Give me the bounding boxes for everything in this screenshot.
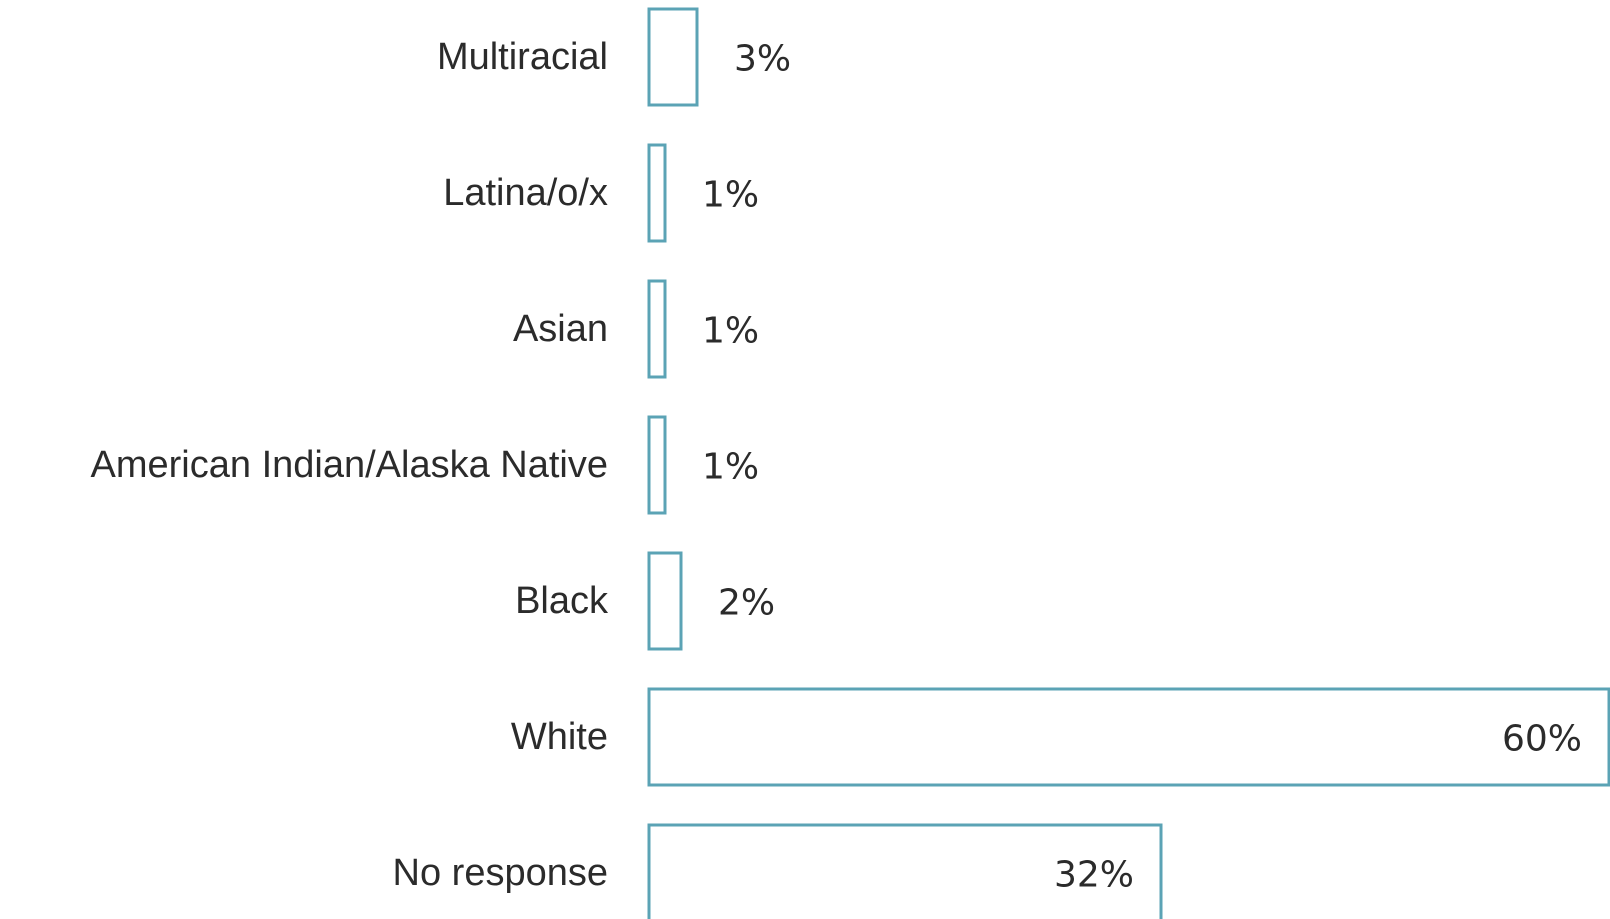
category-label: White — [511, 716, 608, 758]
value-label: 32% — [1054, 855, 1134, 896]
category-label: Multiracial — [437, 36, 608, 78]
bar — [647, 279, 667, 379]
category-label: American Indian/Alaska Native — [91, 444, 608, 486]
bar — [647, 551, 683, 651]
value-label: 3% — [734, 39, 791, 80]
category-label: Latina/o/x — [443, 172, 608, 214]
category-label: Asian — [513, 308, 608, 350]
value-label: 1% — [702, 447, 759, 488]
bar — [647, 823, 1163, 919]
bar — [647, 143, 667, 243]
bars-group: Multiracial 3% Latina/o/x 1% Asian 1% American… — [91, 7, 1610, 919]
value-label: 1% — [702, 175, 759, 216]
bar — [647, 415, 667, 515]
category-label: No response — [393, 852, 608, 894]
bar — [647, 687, 1610, 787]
bar — [647, 7, 699, 107]
value-label: 60% — [1502, 719, 1582, 760]
category-label: Black — [515, 580, 609, 622]
value-label: 2% — [718, 583, 775, 624]
value-label: 1% — [702, 311, 759, 352]
